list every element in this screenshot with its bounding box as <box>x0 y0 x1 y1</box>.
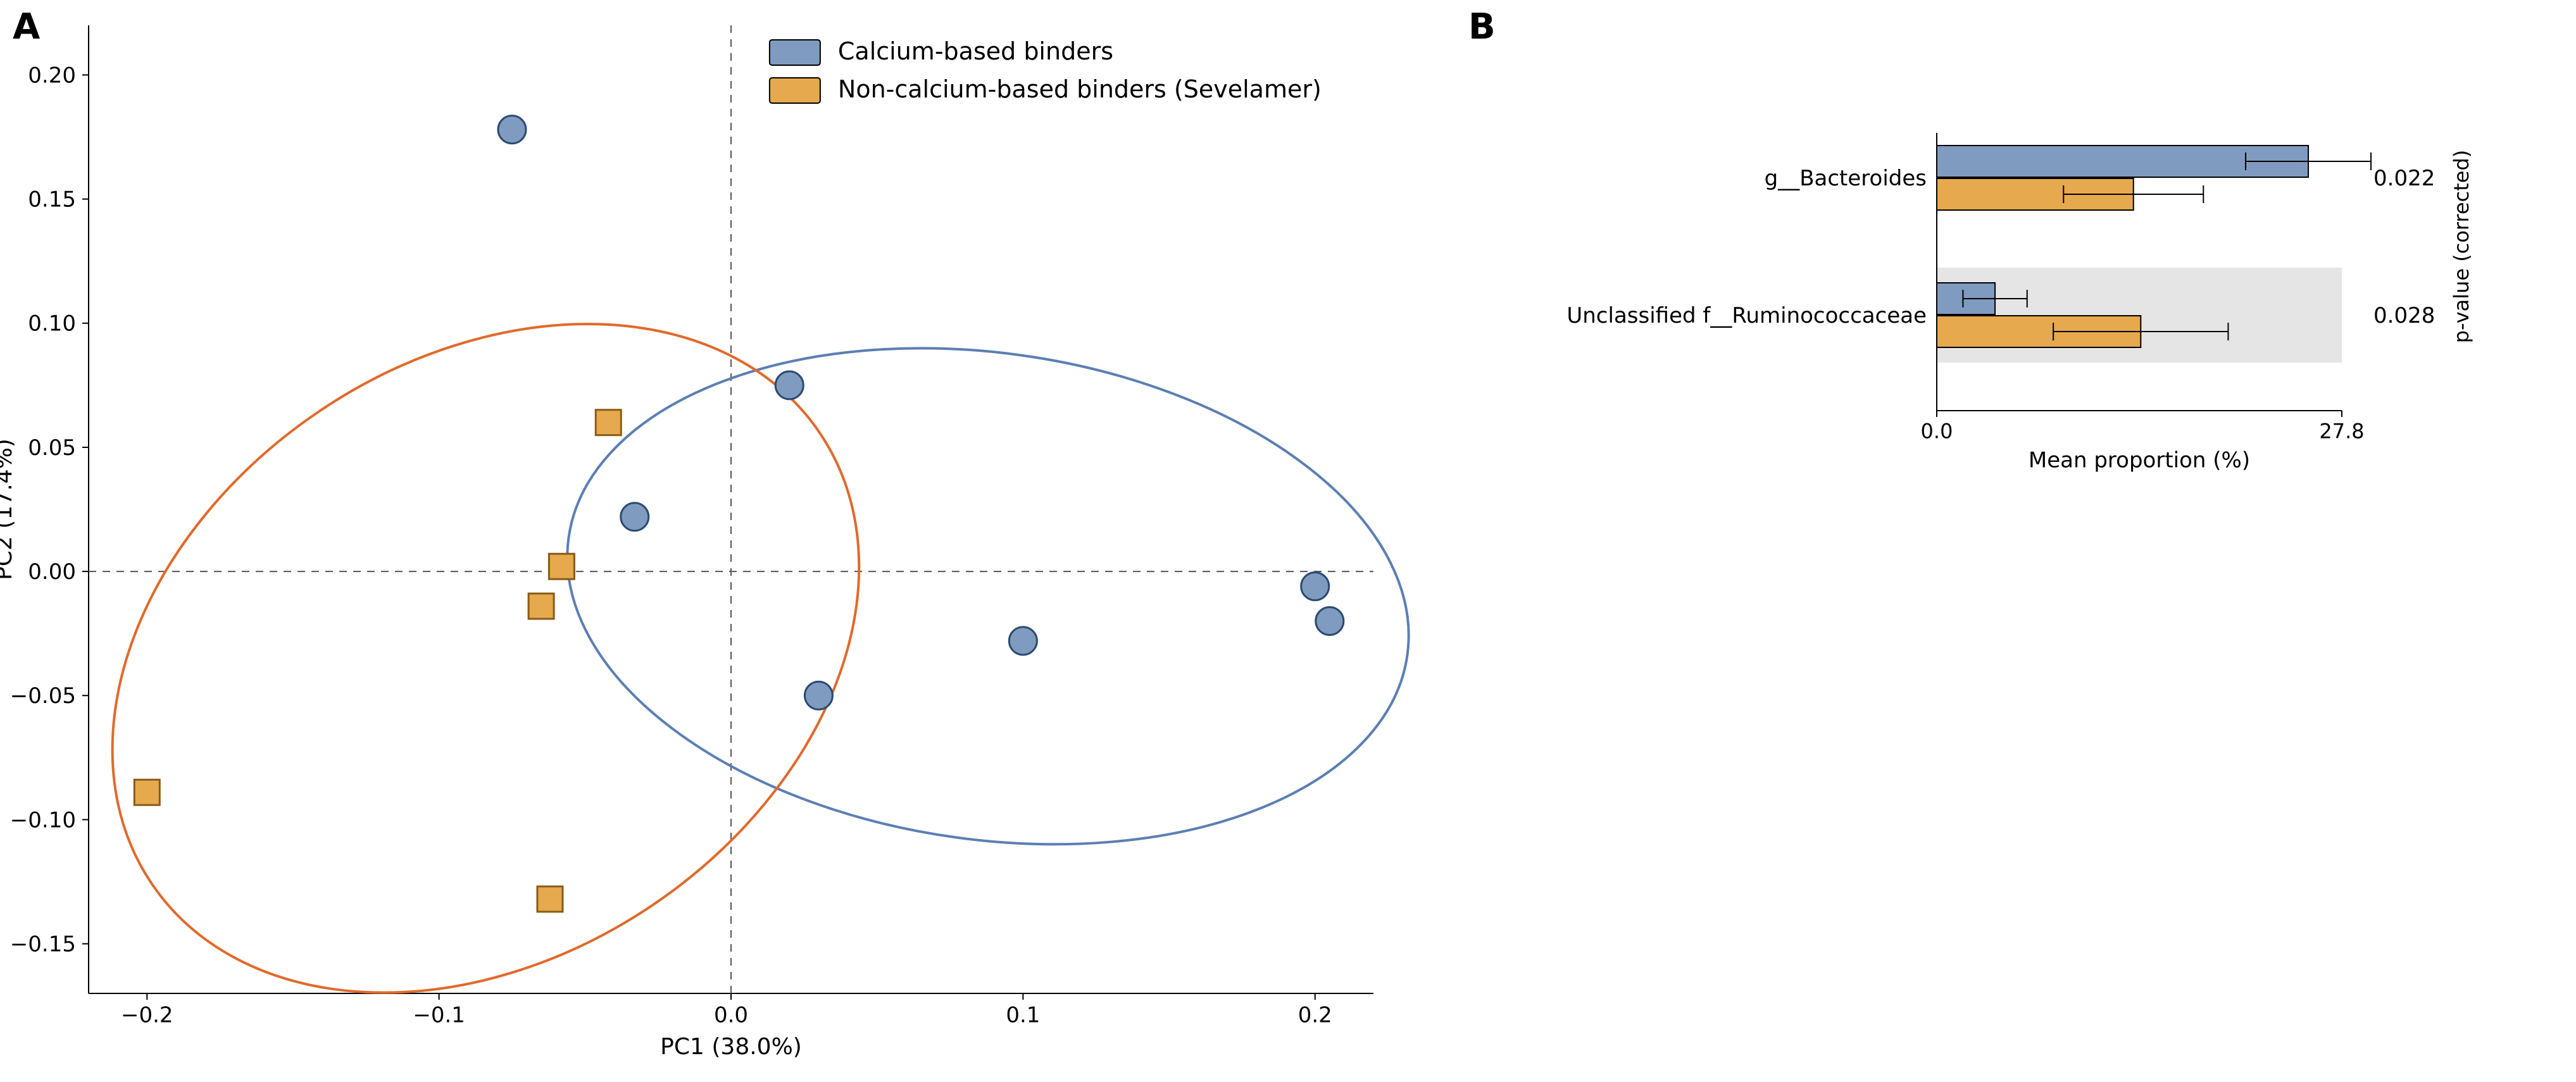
figure-svg: −0.2 −0.1 0.0 0.1 0.2 −0.15 −0.10 −0.05 0.00 0.05… <box>0 0 2576 1082</box>
y-tick-label: 0.10 <box>28 311 76 337</box>
confidence-ellipse-non-calcium <box>0 186 987 1082</box>
x-tick-label: −0.1 <box>413 1003 465 1028</box>
scatter-point-non-calcium <box>528 594 554 619</box>
b-x-tick-label: 27.8 <box>2319 420 2364 444</box>
row-pvalue: 0.022 <box>2373 166 2435 191</box>
row-label: g__Bacteroides <box>1765 166 1927 191</box>
scatter-point-calcium <box>1301 573 1329 600</box>
legend-label: Non-calcium-based binders (Sevelamer) <box>838 75 1322 103</box>
y-tick-label: 0.00 <box>28 559 76 585</box>
y-axis-label: PC2 (17.4%) <box>0 438 17 580</box>
scatter-point-calcium <box>1316 607 1344 635</box>
panel-b-bars: g__Bacteroides 0.022 Unclassified f__Rumin… <box>1566 130 2473 473</box>
row-pvalue: 0.028 <box>2373 303 2435 328</box>
panel-b-label: B <box>1468 6 1496 47</box>
x-tick-label: 0.2 <box>1298 1003 1332 1028</box>
legend-label: Calcium-based binders <box>838 37 1113 65</box>
legend-swatch <box>770 78 820 103</box>
y-tick-label: 0.20 <box>28 63 76 88</box>
scatter-point-non-calcium <box>549 554 574 579</box>
x-tick-label: 0.1 <box>1006 1003 1040 1028</box>
legend-swatch <box>770 40 820 65</box>
y-tick-label: −0.05 <box>10 683 76 709</box>
scatter-point-calcium <box>1009 627 1037 655</box>
row-label: Unclassified f__Ruminococcaceae <box>1566 303 1927 328</box>
y-tick-label: −0.10 <box>10 807 76 833</box>
scatter-point-calcium <box>498 116 526 144</box>
panel-a-scatter: −0.2 −0.1 0.0 0.1 0.2 −0.15 −0.10 −0.05 0.00 0.05… <box>0 25 1441 1082</box>
y-tick-label: 0.15 <box>28 187 76 213</box>
scatter-point-calcium <box>621 503 649 531</box>
x-tick-label: 0.0 <box>714 1003 748 1028</box>
scatter-point-calcium <box>804 681 832 709</box>
y-tick-label: 0.05 <box>28 435 76 461</box>
y-tick-label: −0.15 <box>10 931 76 957</box>
scatter-point-non-calcium <box>537 886 563 912</box>
figure-root: A B −0.2−0.10.00.10.2−0.15−0.10−0.050.00… <box>0 0 2576 1082</box>
x-axis-label: PC1 (38.0%) <box>660 1034 802 1060</box>
scatter-point-non-calcium <box>596 410 621 435</box>
scatter-point-calcium <box>775 371 803 399</box>
b-x-axis-label: Mean proportion (%) <box>2029 448 2250 473</box>
panel-a-label: A <box>13 6 40 47</box>
b-right-axis-label: p-value (corrected) <box>2449 150 2473 344</box>
b-x-tick-label: 0.0 <box>1921 420 1953 444</box>
x-tick-label: −0.2 <box>121 1003 173 1028</box>
scatter-point-non-calcium <box>134 780 159 805</box>
